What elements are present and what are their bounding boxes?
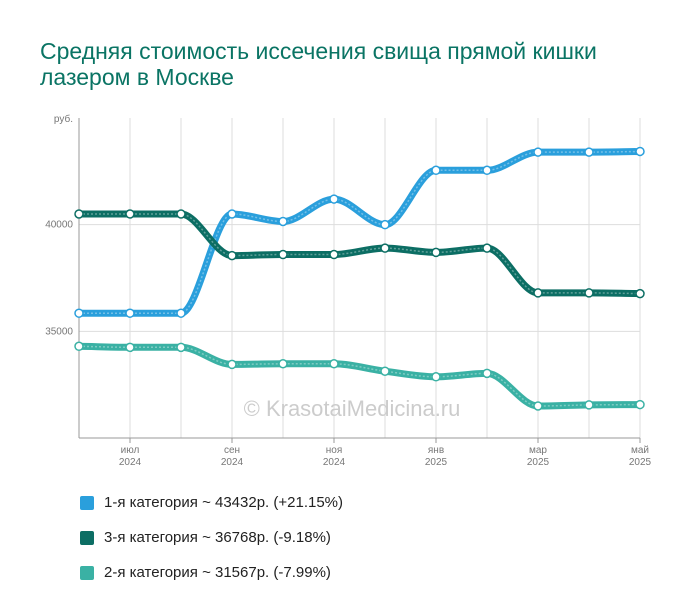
data-point [584,400,594,410]
points-layer [74,146,645,411]
data-point [635,288,645,299]
legend-item-2: 3-я категория ~ 36768р. (-9.18%) [80,520,343,555]
data-point [380,366,390,376]
axis-layer: 3500040000руб.июл2024сен2024ноя2024янв20… [45,113,651,468]
y-tick-label: 40000 [45,220,73,231]
series-line-texture-1 [79,150,641,314]
series-line-2 [75,210,644,298]
series-layer [75,148,644,410]
data-point [635,146,645,157]
data-point [125,342,135,353]
data-point [482,243,492,253]
data-point [227,250,237,261]
data-point [176,308,186,318]
data-point [125,308,135,318]
legend-item-3: 2-я категория ~ 31567р. (-7.99%) [80,555,343,590]
x-tick-month: май [631,445,649,456]
data-point [380,243,390,253]
x-tick-month: июл [121,445,140,456]
grid-layer [78,118,641,438]
y-tick-label: 35000 [45,326,73,337]
legend-swatch [80,530,94,545]
x-tick-month: янв [428,445,444,456]
data-point [431,372,441,382]
data-point [584,147,594,157]
data-point [431,165,441,176]
data-point [482,368,492,379]
data-point [176,209,186,219]
x-tick-year: 2024 [221,457,244,468]
legend: 1-я категория ~ 43432р. (+21.15%) 3-я кат… [80,485,343,590]
data-point [533,147,543,157]
x-tick-year: 2024 [323,457,346,468]
data-point [74,341,84,352]
legend-label: 2-я категория ~ 31567р. (-7.99%) [104,564,331,581]
data-point [227,209,237,219]
data-point [533,401,543,411]
legend-item-1: 1-я категория ~ 43432р. (+21.15%) [80,485,343,520]
data-point [329,249,339,260]
data-point [278,216,288,227]
data-point [227,359,237,370]
data-point [431,247,441,258]
data-point [74,209,84,219]
legend-label: 3-я категория ~ 36768р. (-9.18%) [104,529,331,546]
series-line-1 [75,148,644,317]
data-point [125,209,135,219]
chart-title: Средняя стоимость иссечения свища прямой… [40,38,597,90]
data-point [584,288,594,298]
data-point [329,359,339,369]
x-tick-year: 2025 [629,457,652,468]
x-tick-month: ноя [326,445,343,456]
x-tick-month: мар [529,445,547,456]
x-tick-year: 2025 [527,457,550,468]
watermark: © KrasotaiMedicina.ru [244,396,461,421]
y-unit-label: руб. [54,113,73,125]
data-point [329,194,339,204]
legend-swatch [80,495,94,510]
data-point [482,165,492,176]
data-point [176,342,186,353]
chart-svg: 3500040000руб.июл2024сен2024ноя2024янв20… [45,113,651,468]
data-point [635,399,645,410]
data-point [278,359,288,369]
data-point [278,249,288,260]
data-point [380,219,390,230]
data-point [533,288,543,298]
x-tick-year: 2024 [119,457,142,468]
legend-label: 1-я категория ~ 43432р. (+21.15%) [104,494,344,511]
data-point [74,308,84,318]
x-tick-year: 2025 [425,457,448,468]
legend-swatch [80,565,94,580]
x-tick-month: сен [224,445,240,456]
